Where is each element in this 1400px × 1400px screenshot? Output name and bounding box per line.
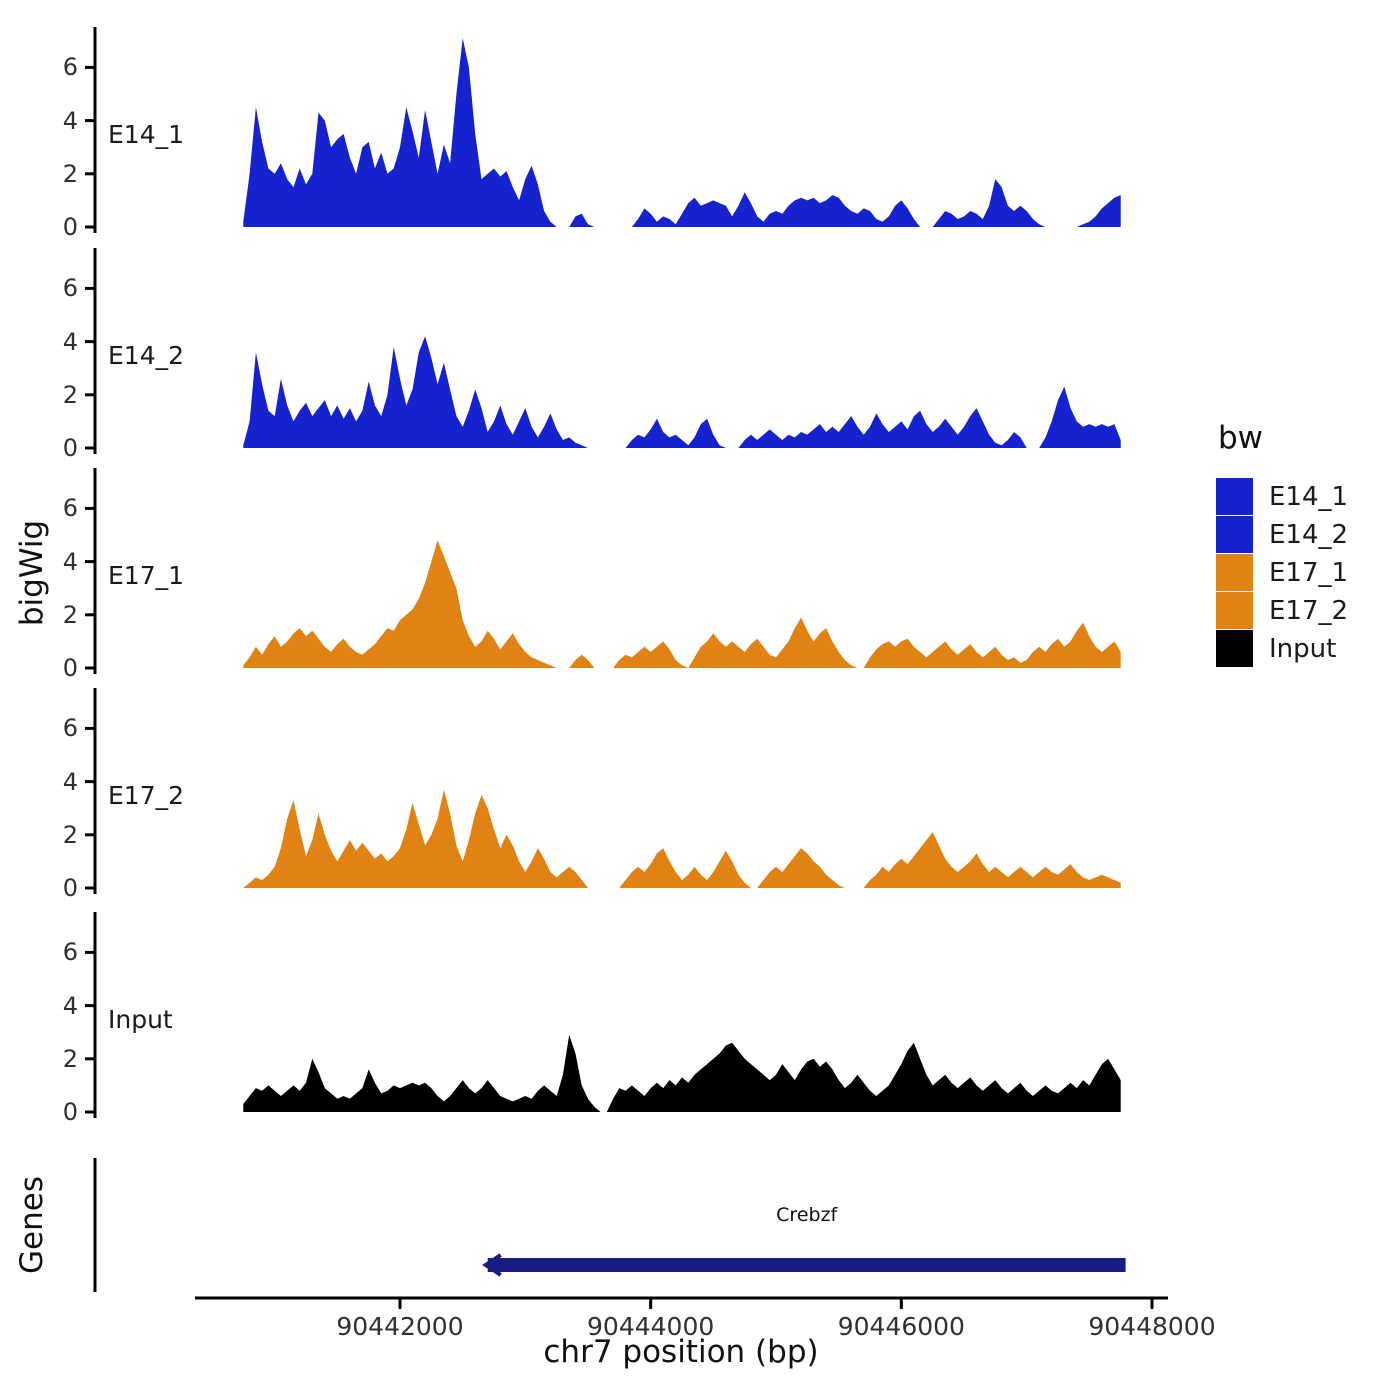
legend-title: bw <box>1218 420 1264 456</box>
coverage-area-e17-1 <box>243 540 1121 668</box>
x-tick-label: 90446000 <box>837 1312 965 1341</box>
y-tick-label: 0 <box>62 213 78 241</box>
legend-item-e14-2: E14_2 <box>1216 516 1348 553</box>
coverage-area-e14-2 <box>243 336 1121 448</box>
y-tick-label: 6 <box>62 53 78 82</box>
legend-item-label: E14_1 <box>1269 481 1349 512</box>
legend-item-e17-2: E17_2 <box>1216 592 1348 629</box>
legend-item-e17-1: E17_1 <box>1216 554 1348 591</box>
y-tick-label: 2 <box>62 380 78 409</box>
y-tick-label: 2 <box>62 1044 78 1073</box>
track-label-input: Input <box>108 1005 173 1034</box>
legend-item-label: E17_1 <box>1269 557 1349 588</box>
legend-swatch <box>1216 554 1253 591</box>
legend-item-input: Input <box>1216 630 1348 667</box>
legend-swatch <box>1216 516 1253 553</box>
legend-item-label: Input <box>1269 633 1337 664</box>
y-tick-label: 4 <box>62 106 78 135</box>
x-tick-label: 90444000 <box>587 1312 715 1341</box>
y-tick-label: 0 <box>62 434 78 462</box>
y-tick-label: 6 <box>62 938 78 967</box>
track-label-e14-2: E14_2 <box>108 341 185 370</box>
legend-item-e14-1: E14_1 <box>1216 478 1348 515</box>
track-label-e17-2: E17_2 <box>108 781 185 810</box>
coverage-area-e17-2 <box>243 789 1121 888</box>
y-tick-label: 0 <box>62 874 78 902</box>
y-tick-label: 4 <box>62 991 78 1020</box>
y-tick-label: 4 <box>62 547 78 576</box>
y-axis-label-genes: Genes <box>14 1176 50 1274</box>
legend-item-label: E17_2 <box>1269 595 1349 626</box>
legend-swatch <box>1216 630 1253 667</box>
y-tick-label: 6 <box>62 494 78 523</box>
coverage-area-e14-1 <box>243 38 1121 227</box>
legend-items: E14_1 E14_2 E17_1 E17_2 Input <box>1216 478 1348 667</box>
gene-body <box>487 1258 1126 1272</box>
y-tick-label: 4 <box>62 767 78 796</box>
y-tick-label: 2 <box>62 159 78 188</box>
x-tick-label: 90442000 <box>336 1312 464 1341</box>
y-tick-label: 6 <box>62 274 78 303</box>
legend-item-label: E14_2 <box>1269 519 1349 550</box>
legend-swatch <box>1216 592 1253 629</box>
x-tick-label: 90448000 <box>1088 1312 1216 1341</box>
coverage-area-input <box>243 1034 1121 1112</box>
y-tick-label: 0 <box>62 654 78 682</box>
track-label-e14-1: E14_1 <box>108 120 185 149</box>
legend-swatch <box>1216 478 1253 515</box>
x-axis-title: chr7 position (bp) <box>543 1334 819 1370</box>
y-tick-label: 4 <box>62 327 78 356</box>
legend: bw E14_1 E14_2 E17_1 E17_2 Input <box>1216 420 1348 668</box>
y-tick-label: 0 <box>62 1098 78 1126</box>
track-label-e17-1: E17_1 <box>108 561 185 590</box>
y-tick-label: 2 <box>62 600 78 629</box>
gene-strand-arrow-icon <box>482 1253 502 1277</box>
gene-name-label: Crebzf <box>776 1204 838 1226</box>
y-tick-label: 2 <box>62 820 78 849</box>
y-tick-label: 6 <box>62 714 78 743</box>
